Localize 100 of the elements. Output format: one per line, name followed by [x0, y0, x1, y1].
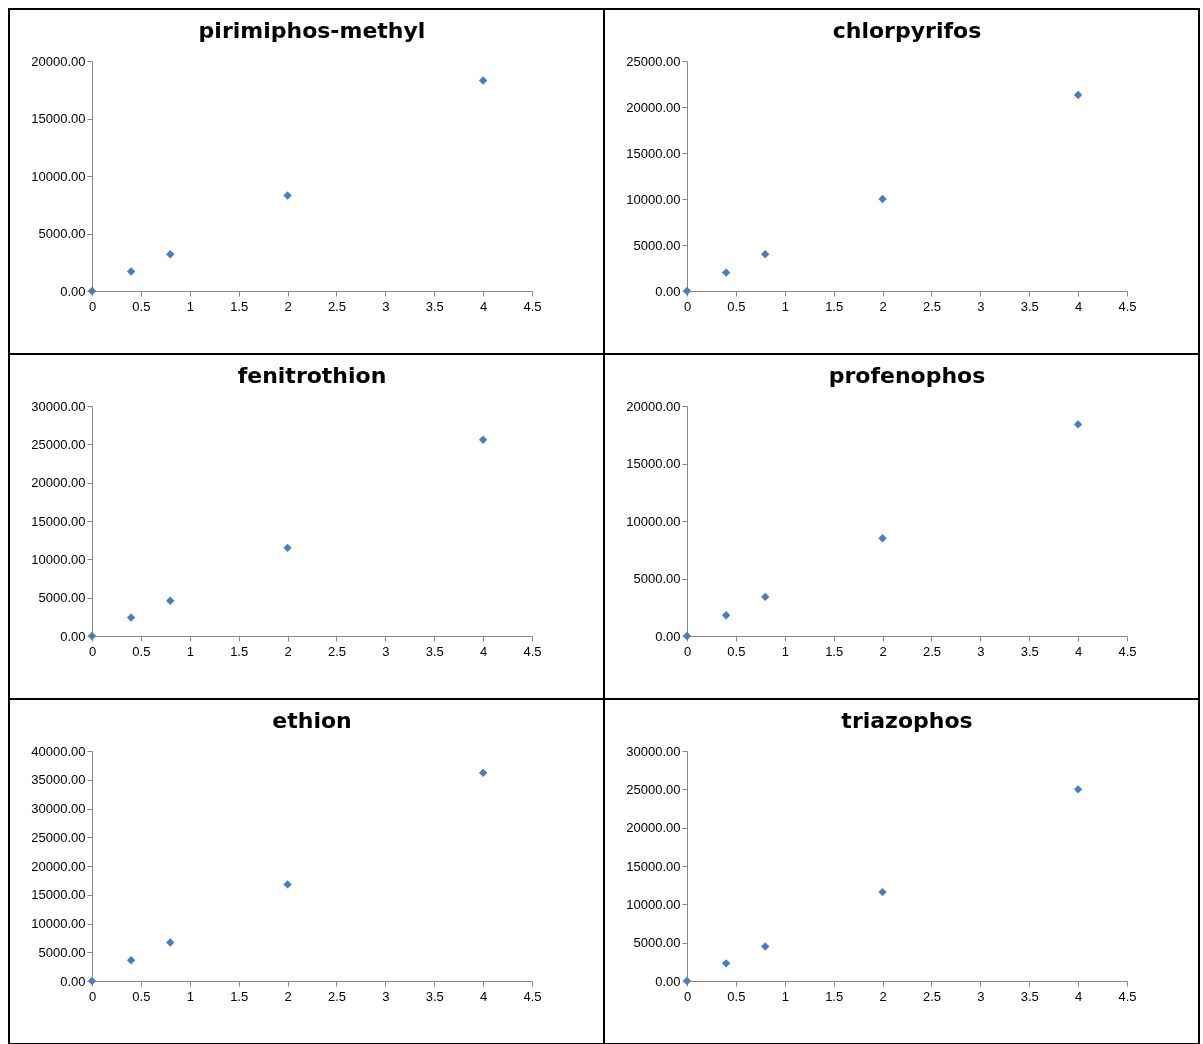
y-tick-label: 20000.00 [31, 858, 86, 874]
x-tick-label: 2.5 [327, 988, 346, 1004]
y-tick-label: 25000.00 [626, 53, 681, 69]
y-tick-label: 10000.00 [31, 551, 86, 567]
point [478, 768, 488, 778]
point [126, 956, 136, 965]
x-tick-label: 0 [88, 988, 97, 1004]
y-tick-label: 5000.00 [38, 226, 86, 241]
x-tick-label: 0.5 [132, 988, 151, 1004]
x-tick-label: 1 [186, 988, 194, 1004]
point [721, 268, 731, 277]
x-tick-label: 1.5 [230, 643, 249, 659]
y-tick-label: 15000.00 [31, 887, 86, 903]
x-tick-label: 2 [284, 298, 292, 314]
x-tick-label: 0.5 [727, 298, 746, 314]
x-tick-label: 4 [479, 643, 488, 659]
x-tick-label: 2.5 [327, 298, 346, 314]
x-tick-label: 3 [977, 988, 985, 1004]
point [1073, 90, 1083, 100]
chart-title: pirimiphos-methyl [198, 18, 426, 43]
y-tick-label: 5000.00 [633, 935, 681, 951]
y-tick-label: 0.00 [655, 973, 681, 989]
y-tick-label: 15000.00 [626, 145, 681, 161]
point [478, 76, 488, 85]
x-tick-label: 1.5 [230, 988, 249, 1004]
y-tick-label: 15000.00 [31, 513, 86, 529]
point [478, 435, 488, 444]
y-tick-label: 0.00 [60, 973, 86, 989]
y-tick-label: 10000.00 [626, 896, 681, 912]
chart-title: chlorpyrifos [832, 18, 982, 43]
point [878, 887, 887, 897]
x-tick-label: 0.5 [727, 643, 746, 659]
x-tick-label: 3 [977, 298, 985, 314]
chart-title: triazophos [841, 708, 973, 733]
y-tick-label: 30000.00 [31, 801, 86, 816]
y-tick-label: 0.00 [655, 628, 681, 644]
point [878, 534, 887, 543]
point [1073, 420, 1083, 429]
point [761, 250, 770, 259]
x-tick-label: 0.5 [727, 988, 746, 1004]
point [721, 611, 731, 620]
y-tick-label: 40000.00 [31, 743, 86, 759]
y-tick-label: 20000.00 [626, 99, 681, 115]
point [283, 191, 292, 200]
x-tick-label: 3 [382, 643, 390, 659]
x-tick-label: 1 [781, 298, 789, 314]
y-tick-label: 0.00 [60, 628, 86, 644]
y-tick-label: 30000.00 [31, 398, 86, 414]
chart-title: ethion [272, 708, 352, 733]
x-tick-label: 2.5 [327, 643, 346, 659]
x-tick-label: 4.5 [1118, 643, 1137, 659]
x-tick-label: 2 [284, 988, 292, 1004]
x-tick-label: 0.5 [132, 643, 151, 659]
x-tick-label: 4 [479, 298, 488, 314]
x-tick-label: 4 [1074, 988, 1083, 1004]
x-tick-label: 1.5 [825, 988, 844, 1004]
point [166, 938, 175, 947]
x-tick-label: 3 [977, 643, 985, 659]
x-tick-label: 2 [284, 643, 292, 659]
y-tick-label: 20000.00 [31, 53, 86, 69]
point [126, 613, 136, 622]
x-tick-label: 2 [879, 643, 887, 659]
y-tick-label: 0.00 [60, 283, 86, 299]
x-tick-label: 2 [879, 988, 887, 1004]
x-tick-label: 1 [781, 988, 789, 1004]
point [1073, 785, 1083, 794]
y-tick-label: 10000.00 [626, 513, 681, 529]
x-tick-label: 0 [683, 298, 692, 314]
y-tick-label: 5000.00 [38, 590, 86, 606]
y-tick-label: 5000.00 [38, 944, 86, 960]
x-tick-label: 0 [88, 643, 97, 659]
point [126, 267, 136, 276]
x-tick-label: 3.5 [425, 988, 444, 1004]
x-tick-label: 1 [186, 298, 194, 314]
x-tick-label: 1.5 [825, 298, 844, 314]
point [721, 959, 731, 968]
y-tick-label: 25000.00 [31, 829, 86, 845]
x-tick-label: 0 [683, 643, 692, 659]
y-tick-label: 15000.00 [626, 858, 681, 874]
y-tick-label: 20000.00 [626, 398, 681, 414]
x-tick-label: 1 [186, 643, 194, 659]
x-tick-label: 4.5 [523, 643, 542, 659]
x-tick-label: 4.5 [1118, 988, 1137, 1004]
x-tick-label: 1 [781, 643, 789, 659]
y-tick-label: 10000.00 [31, 168, 86, 184]
y-tick-label: 25000.00 [31, 436, 86, 452]
y-tick-label: 10000.00 [31, 916, 86, 931]
point [761, 942, 770, 951]
y-tick-label: 10000.00 [626, 191, 681, 207]
x-tick-label: 3.5 [425, 298, 444, 314]
y-tick-label: 0.00 [655, 283, 681, 299]
point [283, 543, 292, 553]
y-tick-label: 30000.00 [626, 743, 681, 759]
point [878, 194, 887, 204]
x-tick-label: 0 [88, 298, 97, 314]
point [761, 592, 770, 602]
y-tick-label: 15000.00 [626, 456, 681, 471]
x-tick-label: 0.5 [132, 298, 151, 314]
x-tick-label: 3.5 [1020, 988, 1039, 1004]
x-tick-label: 4 [1074, 298, 1083, 314]
